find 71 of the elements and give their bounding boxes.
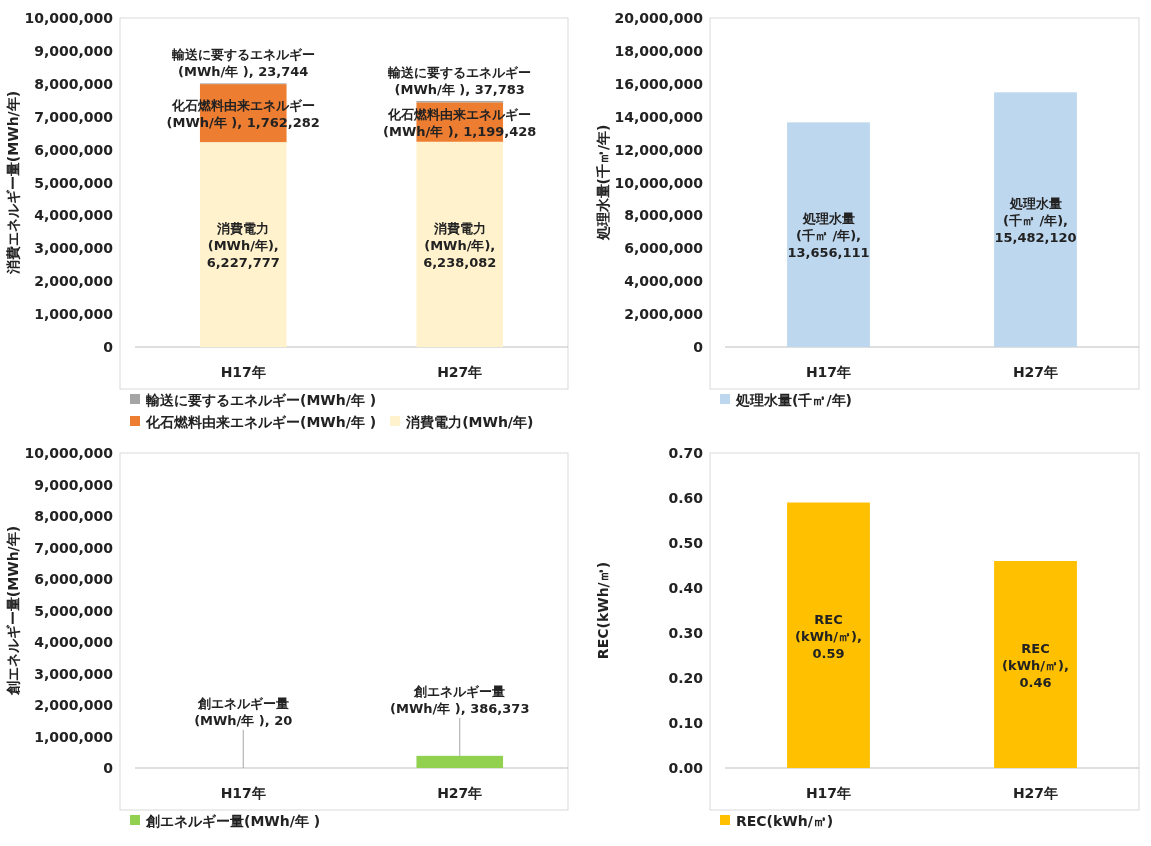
y-tick-label: 6,000,000	[624, 240, 704, 257]
y-tick-label: 0.50	[668, 535, 704, 551]
y-tick-label: 6,000,000	[34, 571, 114, 587]
y-tick-label: 2,000,000	[34, 273, 114, 290]
data-label: 消費電力 (MWh/年), 6,238,082	[423, 220, 497, 270]
y-tick-label: 0.30	[668, 625, 704, 641]
y-tick-label: 3,000,000	[34, 240, 114, 257]
y-tick-label: 1,000,000	[34, 306, 114, 323]
x-tick-label: H27年	[437, 364, 483, 380]
y-tick-label: 12,000,000	[614, 141, 704, 158]
y-tick-label: 0.70	[668, 445, 704, 461]
x-tick-label: H27年	[437, 785, 483, 801]
y-tick-label: 9,000,000	[34, 476, 114, 493]
y-tick-label: 16,000,000	[614, 75, 704, 92]
y-tick-label: 18,000,000	[614, 42, 704, 59]
data-label: 輸送に要するエネルギー (MWh/年 ), 23,744	[170, 47, 315, 80]
y-tick-label: 4,000,000	[34, 634, 114, 650]
y-tick-label: 2,000,000	[624, 306, 704, 323]
y-tick-label: 0	[693, 339, 704, 355]
y-tick-label: 14,000,000	[614, 108, 704, 125]
x-tick-label: H17年	[220, 364, 266, 380]
legend-label: 輸送に要するエネルギー(MWh/年 )	[145, 392, 377, 408]
data-label: 消費電力 (MWh/年), 6,227,777	[206, 221, 280, 271]
data-label: REC(kWh/㎥), 0.46	[1002, 641, 1069, 690]
y-axis-title: 創エネルギー量(MWh/年)	[5, 525, 21, 697]
legend-label: REC(kWh/㎥)	[736, 813, 834, 829]
bar	[199, 142, 287, 347]
y-tick-label: 0.60	[668, 490, 704, 506]
y-tick-label: 7,000,000	[34, 539, 114, 556]
data-label: 創エネルギー量(MWh/年 ), 20	[194, 696, 293, 728]
y-tick-label: 10,000,000	[24, 445, 114, 461]
y-tick-label: 0.10	[668, 715, 704, 731]
y-axis-title: REC(kWh/㎥)	[595, 561, 611, 660]
legend-label: 創エネルギー量(MWh/年 )	[145, 813, 321, 829]
y-tick-label: 3,000,000	[34, 665, 114, 682]
bar	[416, 141, 504, 347]
x-tick-label: H17年	[220, 785, 266, 801]
data-label: 輸送に要するエネルギー (MWh/年 ), 37,783	[387, 65, 532, 98]
y-tick-label: 8,000,000	[34, 75, 114, 92]
data-label: 処理水量(千㎥ /年), 15,482,120	[994, 196, 1077, 246]
y-tick-label: 0	[103, 339, 114, 355]
y-tick-label: 10,000,000	[614, 174, 704, 191]
y-tick-label: 2,000,000	[34, 697, 114, 713]
x-tick-label: H17年	[805, 364, 852, 380]
y-tick-label: 4,000,000	[624, 273, 704, 290]
y-tick-label: 20,000,000	[614, 10, 704, 26]
x-tick-label: H17年	[805, 785, 852, 801]
y-tick-label: 6,000,000	[34, 141, 114, 158]
y-tick-label: 0.40	[668, 580, 704, 596]
y-axis-title: 消費エネルギー量(MWh/年)	[5, 90, 21, 276]
y-tick-label: 0.00	[668, 760, 704, 776]
y-tick-label: 8,000,000	[624, 207, 704, 224]
y-tick-label: 10,000,000	[24, 10, 114, 26]
x-tick-label: H27年	[1012, 785, 1059, 801]
x-tick-label: H27年	[1012, 364, 1059, 380]
y-axis-title: 処理水量(千㎥/年)	[595, 124, 611, 242]
y-tick-label: 5,000,000	[34, 602, 114, 619]
data-label: REC(kWh/㎥), 0.59	[795, 611, 862, 661]
y-tick-label: 9,000,000	[34, 42, 114, 59]
y-tick-label: 8,000,000	[34, 508, 114, 524]
y-tick-label: 7,000,000	[34, 108, 114, 125]
data-label: 創エネルギー量(MWh/年 ), 386,373	[390, 683, 530, 716]
y-tick-label: 5,000,000	[34, 174, 114, 191]
y-tick-label: 0.20	[668, 670, 704, 686]
legend-label: 化石燃料由来エネルギー(MWh/年 )	[145, 414, 377, 430]
y-tick-label: 4,000,000	[34, 207, 114, 224]
y-tick-label: 0	[103, 760, 114, 776]
y-tick-label: 1,000,000	[34, 728, 114, 745]
data-label: 処理水量(千㎥ /年), 13,656,111	[787, 211, 870, 261]
legend-label: 消費電力(MWh/年)	[405, 414, 534, 430]
legend-label: 処理水量(千㎥/年)	[735, 392, 852, 408]
